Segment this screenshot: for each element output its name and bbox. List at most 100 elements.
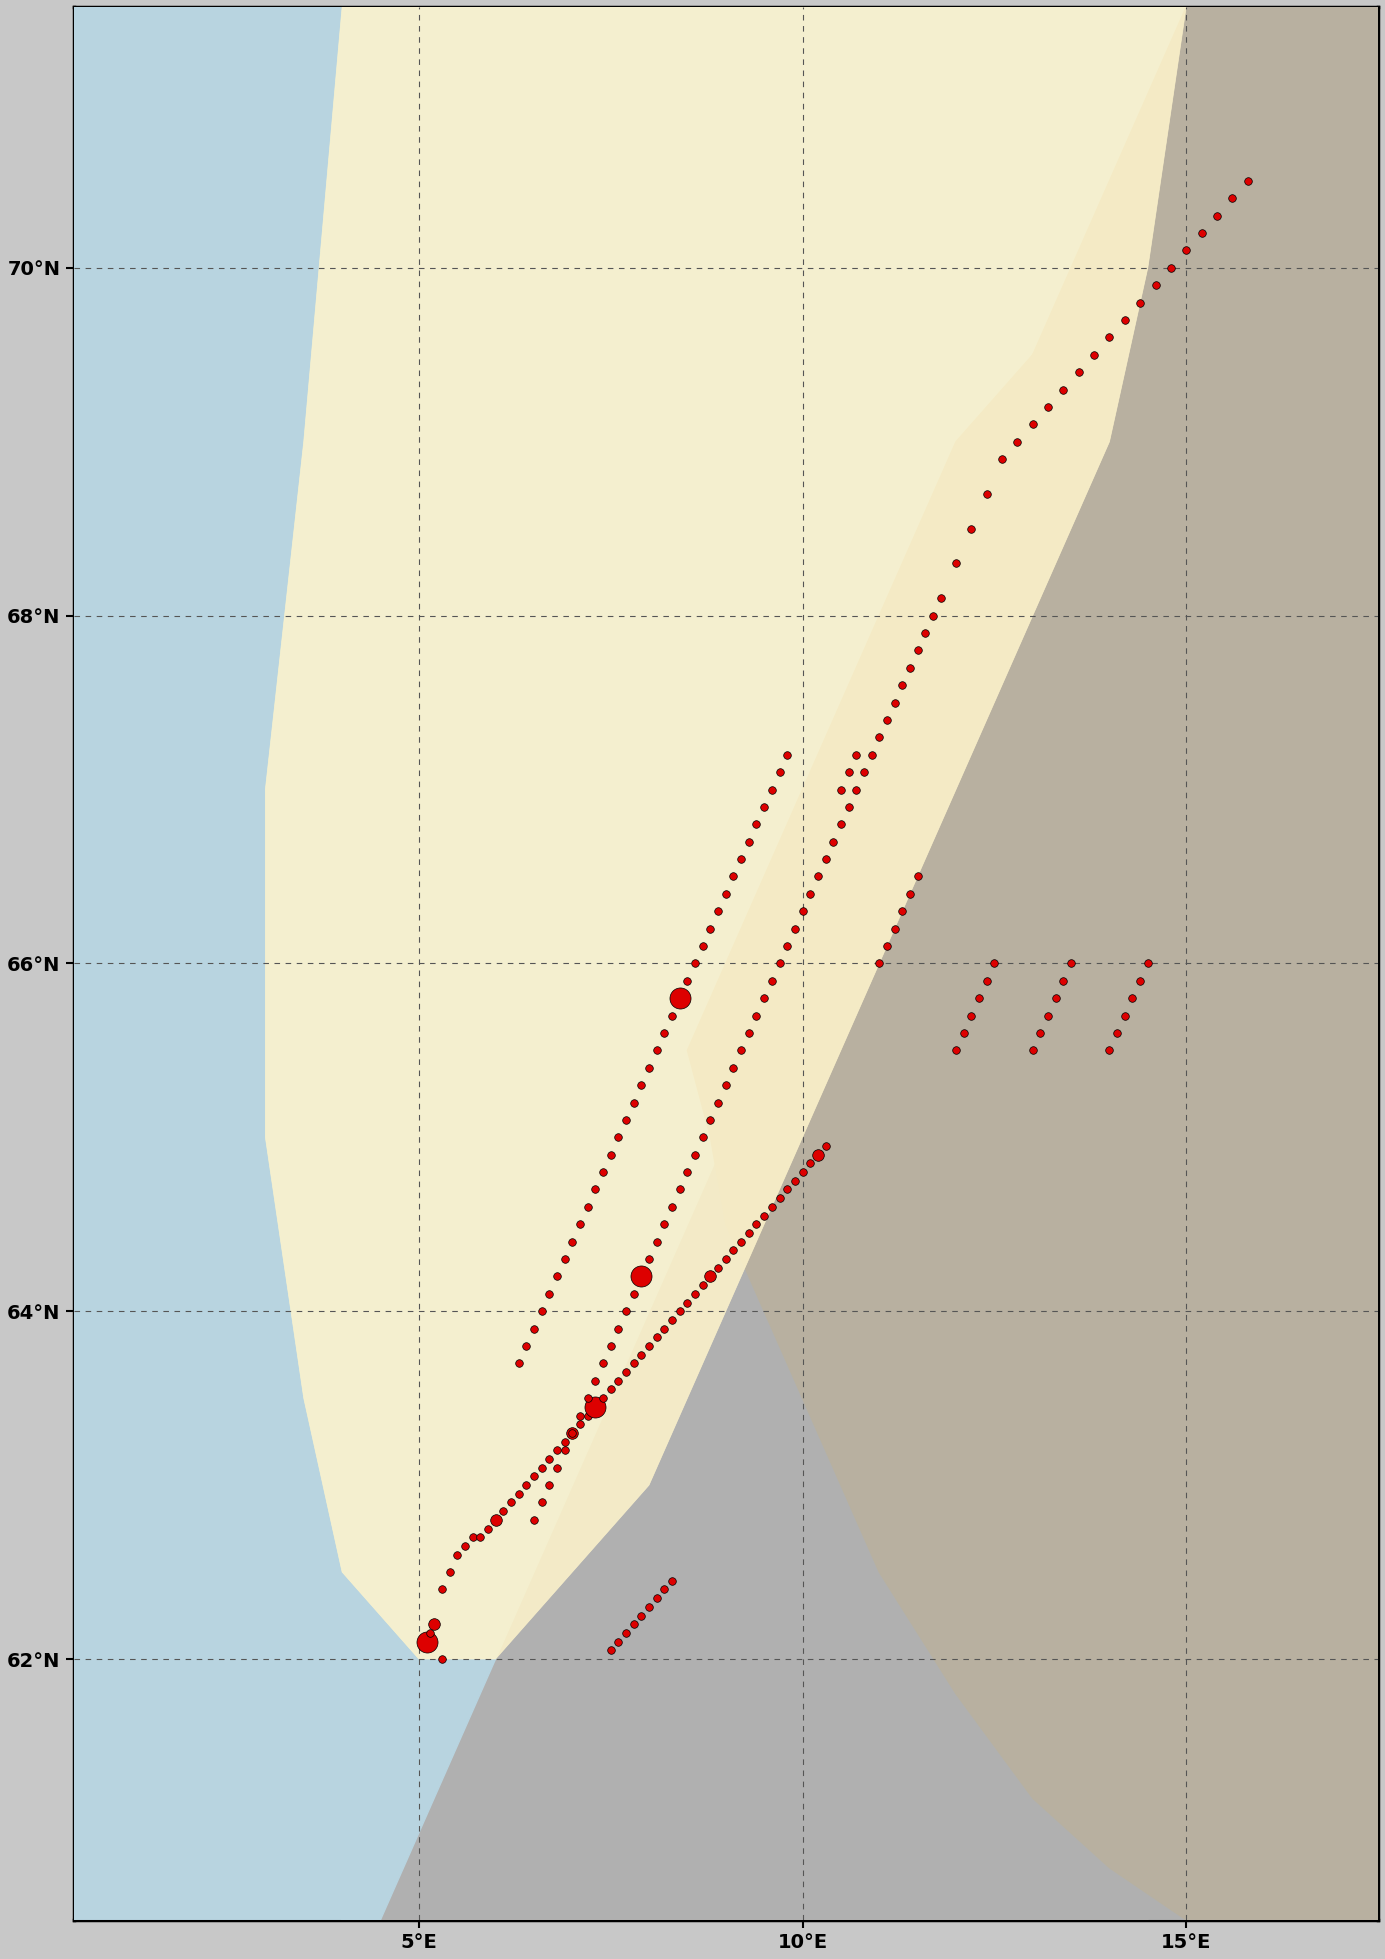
Point	[968, 983, 990, 1015]
Point	[899, 878, 921, 909]
Point	[845, 739, 867, 770]
Point	[439, 1555, 461, 1587]
Point	[416, 1626, 438, 1657]
Point	[454, 1530, 476, 1561]
Point	[1098, 1034, 1120, 1066]
Point	[907, 635, 929, 666]
Point	[1191, 217, 1213, 249]
Point	[1083, 339, 1105, 370]
Point	[884, 688, 906, 719]
Point	[661, 1305, 683, 1336]
Point	[975, 478, 997, 509]
Point	[814, 1130, 837, 1162]
Point	[1022, 1034, 1044, 1066]
Point	[730, 1226, 752, 1258]
Point	[470, 1522, 492, 1553]
Point	[799, 1148, 821, 1179]
Point	[524, 1313, 546, 1344]
Point	[1007, 425, 1029, 456]
Point	[630, 1601, 652, 1632]
Point	[691, 931, 713, 962]
Point	[684, 1138, 706, 1170]
Point	[615, 1618, 637, 1649]
Point	[530, 1452, 553, 1483]
Point	[515, 1330, 537, 1362]
Point	[891, 670, 913, 701]
Point	[554, 1244, 576, 1275]
Polygon shape	[266, 8, 1186, 1659]
Point	[907, 860, 929, 891]
Point	[524, 1505, 546, 1536]
Point	[699, 1262, 722, 1293]
Point	[623, 1348, 645, 1379]
Point	[922, 599, 945, 631]
Point	[546, 1262, 568, 1293]
Point	[706, 1252, 729, 1283]
Point	[1174, 235, 1197, 266]
Point	[799, 878, 821, 909]
Point	[715, 1244, 737, 1275]
Point	[1129, 286, 1151, 317]
Point	[953, 1017, 975, 1048]
Point	[807, 860, 830, 891]
Point	[661, 1565, 683, 1597]
Point	[546, 1434, 568, 1465]
Point	[546, 1452, 568, 1483]
Point	[654, 1017, 676, 1048]
Point	[753, 1201, 776, 1232]
Point	[853, 756, 875, 788]
Point	[875, 705, 897, 737]
Point	[807, 1138, 830, 1170]
Point	[654, 1573, 676, 1604]
Point	[1114, 304, 1136, 335]
Point	[607, 1313, 629, 1344]
Point	[630, 1340, 652, 1371]
Point	[760, 1191, 783, 1222]
Point	[1053, 966, 1075, 997]
Point	[875, 931, 897, 962]
Point	[507, 1479, 529, 1510]
Point	[745, 809, 767, 840]
Point	[524, 1461, 546, 1493]
Point	[669, 1295, 691, 1326]
Point	[723, 1234, 745, 1266]
Point	[461, 1522, 483, 1553]
Point	[569, 1209, 591, 1240]
Point	[738, 827, 760, 858]
Point	[515, 1469, 537, 1501]
Point	[1029, 1017, 1051, 1048]
Point	[615, 1105, 637, 1136]
Point	[891, 895, 913, 927]
Point	[507, 1348, 529, 1379]
Point	[591, 1383, 614, 1414]
Point	[753, 983, 776, 1015]
Point	[1022, 409, 1044, 441]
Point	[1114, 999, 1136, 1030]
Polygon shape	[994, 8, 1378, 441]
Point	[661, 999, 683, 1030]
Point	[945, 1034, 967, 1066]
Point	[990, 443, 1012, 474]
Point	[638, 1244, 661, 1275]
Point	[738, 1017, 760, 1048]
Point	[730, 1034, 752, 1066]
Polygon shape	[73, 8, 1378, 1920]
Point	[699, 913, 722, 944]
Point	[661, 1191, 683, 1222]
Point	[630, 1262, 652, 1293]
Point	[760, 966, 783, 997]
Point	[899, 652, 921, 684]
Point	[530, 1487, 553, 1518]
Point	[576, 1383, 598, 1414]
Point	[684, 948, 706, 980]
Point	[823, 827, 845, 858]
Polygon shape	[73, 8, 496, 1920]
Point	[645, 1226, 668, 1258]
Point	[600, 1330, 622, 1362]
Point	[745, 999, 767, 1030]
Point	[584, 1391, 607, 1422]
Polygon shape	[496, 8, 1378, 1920]
Point	[1068, 357, 1090, 388]
Point	[784, 1166, 806, 1197]
Point	[539, 1444, 561, 1475]
